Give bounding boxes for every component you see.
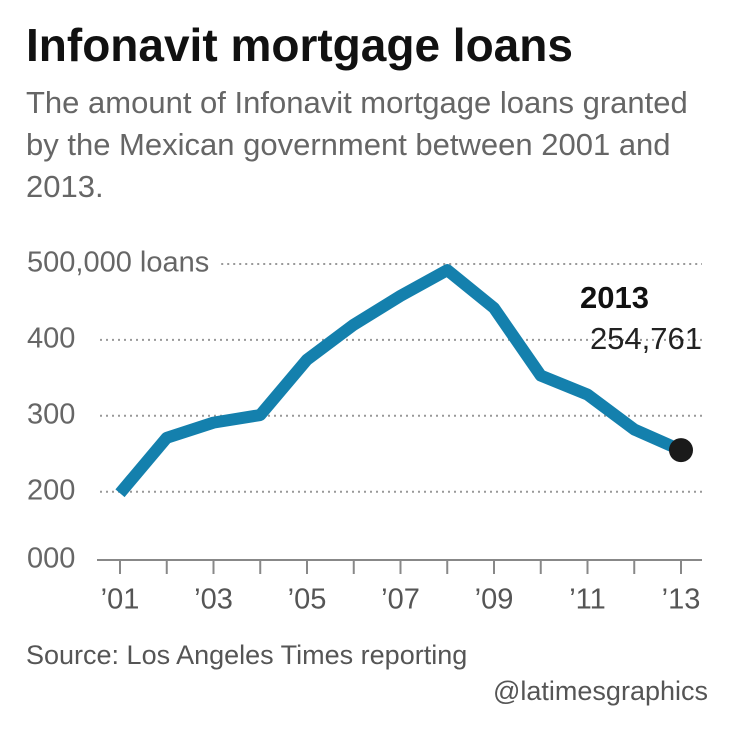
x-tick-label: ’09	[475, 584, 514, 616]
y-tick-label: 300	[27, 398, 75, 430]
annotation: 2013	[580, 280, 649, 315]
x-tick-label: ’13	[662, 584, 701, 616]
credit: @latimesgraphics	[493, 676, 708, 706]
x-tick-label: ’01	[101, 584, 140, 616]
chart-subtitle: The amount of Infonavit mortgage loans g…	[26, 85, 688, 204]
y-tick-label: 200	[27, 474, 75, 506]
x-tick-label: ’03	[194, 584, 233, 616]
y-tick-label: 500,000 loans	[27, 247, 209, 279]
end-dot	[669, 438, 693, 463]
value-label: 254,761	[590, 321, 702, 356]
y-floor-label: 000	[27, 543, 75, 575]
x-tick-label: ’07	[381, 584, 420, 616]
x-tick-label: ’05	[288, 584, 327, 616]
chart-title: Infonavit mortgage loans	[26, 19, 573, 71]
source: Source: Los Angeles Times reporting	[26, 640, 468, 670]
y-tick-label: 400	[27, 323, 75, 355]
x-tick-label: ’11	[569, 584, 606, 616]
line	[115, 264, 684, 498]
